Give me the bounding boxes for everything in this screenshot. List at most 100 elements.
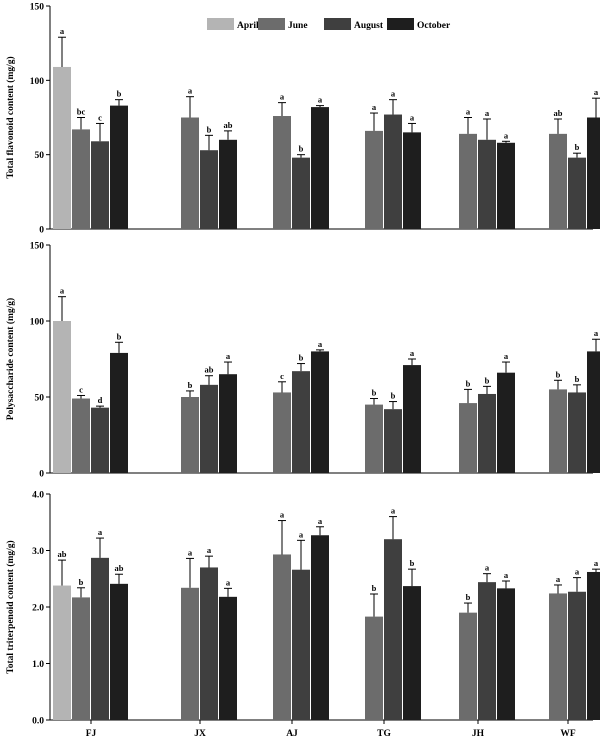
x-category-label: JX <box>194 729 206 739</box>
significance-letter: a <box>594 328 599 338</box>
significance-letter: ab <box>58 549 67 559</box>
bar <box>292 371 310 473</box>
significance-letter: b <box>79 577 84 587</box>
bar <box>53 585 71 720</box>
y-tick-label: 4.0 <box>32 491 44 501</box>
significance-letter: a <box>485 108 490 118</box>
significance-letter: a <box>391 506 396 516</box>
significance-letter: b <box>575 142 580 152</box>
significance-letter: a <box>504 130 509 140</box>
significance-letter: a <box>318 339 323 349</box>
bar <box>219 596 237 720</box>
significance-letter: a <box>504 351 509 361</box>
x-category-label: WF <box>560 729 576 739</box>
bar <box>181 397 199 473</box>
bar <box>459 403 477 473</box>
bar <box>549 389 567 473</box>
legend-label: August <box>354 21 384 31</box>
significance-letter: ab <box>224 120 233 130</box>
legend-swatch <box>207 18 234 30</box>
significance-letter: a <box>410 348 415 358</box>
significance-letter: a <box>410 112 415 122</box>
y-tick-label: 2.0 <box>32 604 44 614</box>
significance-letter: a <box>188 86 193 96</box>
bar <box>292 569 310 720</box>
x-category-label: TG <box>377 729 391 739</box>
y-tick-label: 1.0 <box>32 660 44 670</box>
significance-letter: c <box>79 384 83 394</box>
bar <box>72 398 90 473</box>
y-tick-label: 100 <box>30 318 45 328</box>
bar <box>403 132 421 229</box>
bar <box>497 142 515 229</box>
bar <box>53 321 71 473</box>
significance-letter: ab <box>205 365 214 375</box>
bar <box>478 393 496 473</box>
significance-letter: b <box>188 380 193 390</box>
significance-letter: c <box>280 371 284 381</box>
significance-letter: b <box>299 353 304 363</box>
significance-letter: a <box>188 547 193 557</box>
significance-letter: a <box>372 102 377 112</box>
bar <box>403 365 421 473</box>
bar <box>273 392 291 473</box>
significance-letter: b <box>372 583 377 593</box>
legend-swatch <box>324 18 351 30</box>
y-tick-label: 150 <box>30 242 45 252</box>
bar <box>110 583 128 720</box>
bar <box>91 407 109 473</box>
significance-letter: a <box>594 558 599 568</box>
bar <box>273 116 291 229</box>
significance-letter: ab <box>115 563 124 573</box>
bar <box>497 372 515 473</box>
legend-swatch <box>258 18 285 30</box>
significance-letter: a <box>60 286 65 296</box>
legend-swatch <box>387 18 414 30</box>
legend-label: October <box>417 21 451 31</box>
x-category-label: JH <box>472 729 485 739</box>
bar <box>384 539 402 720</box>
x-category-label: AJ <box>286 729 298 739</box>
y-axis-label: Total flavonoid content (mg/g) <box>5 56 16 178</box>
significance-letter: b <box>485 375 490 385</box>
bar <box>365 404 383 473</box>
significance-letter: a <box>226 351 231 361</box>
significance-letter: a <box>485 563 490 573</box>
bar <box>181 587 199 720</box>
significance-letter: b <box>117 89 122 99</box>
y-tick-label: 50 <box>35 394 45 404</box>
bar <box>72 597 90 720</box>
legend-label: June <box>288 21 308 31</box>
bar <box>110 105 128 229</box>
significance-letter: a <box>575 567 580 577</box>
bar <box>219 139 237 229</box>
bar <box>478 582 496 720</box>
bar <box>72 129 90 229</box>
x-category-label: FJ <box>86 729 97 739</box>
bar <box>459 133 477 229</box>
bar <box>365 130 383 229</box>
significance-letter: d <box>98 395 103 405</box>
bar <box>273 554 291 720</box>
y-tick-label: 100 <box>30 77 45 87</box>
significance-letter: b <box>391 391 396 401</box>
legend-label: April <box>237 21 259 31</box>
significance-letter: a <box>504 570 509 580</box>
significance-letter: ab <box>554 108 563 118</box>
significance-letter: a <box>207 545 212 555</box>
bar <box>200 384 218 473</box>
significance-letter: a <box>280 510 285 520</box>
significance-letter: a <box>594 87 599 97</box>
significance-letter: b <box>372 388 377 398</box>
bar <box>587 351 600 473</box>
significance-letter: a <box>98 527 103 537</box>
significance-letter: b <box>556 369 561 379</box>
y-tick-label: 0 <box>39 470 44 480</box>
bar <box>568 392 586 473</box>
bar <box>200 567 218 720</box>
y-tick-label: 3.0 <box>32 547 44 557</box>
significance-letter: a <box>280 92 285 102</box>
bar <box>110 352 128 473</box>
